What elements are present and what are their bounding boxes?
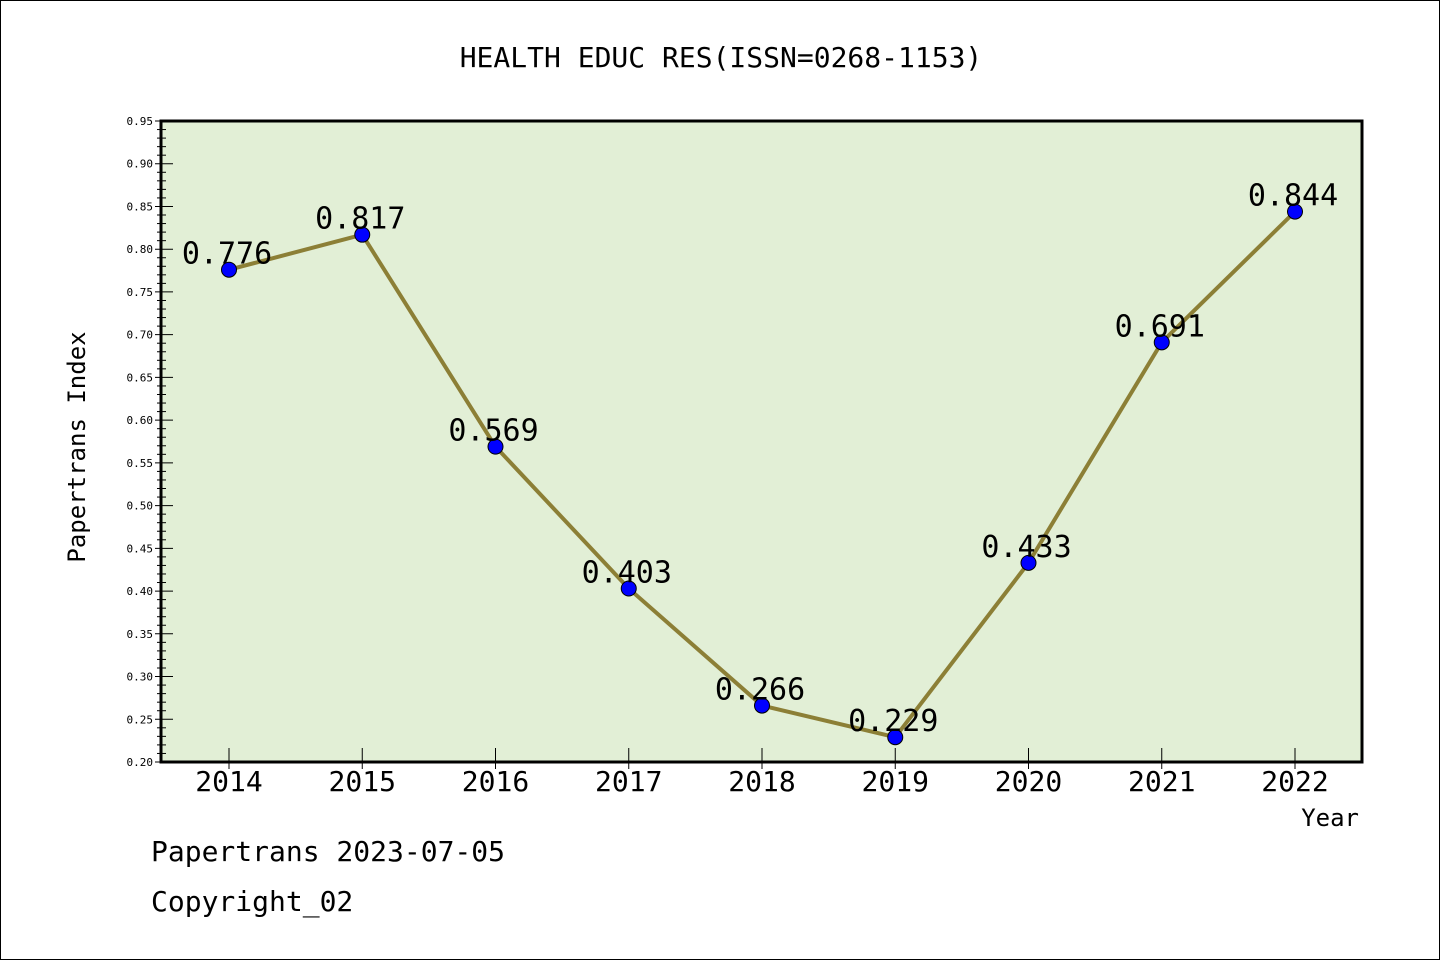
data-point: [1153, 334, 1170, 351]
y-tick-label: 0.80: [127, 243, 154, 256]
data-point: [887, 729, 904, 746]
data-label: 0.433: [981, 530, 1071, 565]
x-axis-label: Year: [1301, 804, 1359, 832]
data-label: 0.403: [582, 556, 672, 591]
data-point: [354, 226, 371, 243]
data-label: 0.691: [1115, 309, 1205, 344]
x-tick-label: 2017: [595, 765, 662, 798]
data-point: [620, 580, 637, 597]
data-point: [1287, 203, 1303, 220]
y-tick-label: 0.55: [127, 457, 154, 470]
data-labels: 0.776 0.817 0.569 0.403 0.266 0.229 0.433 0.691…: [182, 179, 1338, 740]
y-tick-label: 0.75: [127, 286, 154, 299]
y-tick-label: 0.20: [127, 756, 154, 769]
data-point: [487, 438, 504, 455]
x-tick-label: 2021: [1128, 765, 1195, 798]
x-tick-label: 2016: [462, 765, 529, 798]
y-tick-label: 0.95: [127, 115, 154, 128]
footer-copyright: Copyright_02: [151, 885, 354, 918]
x-tick-label: 2020: [995, 765, 1062, 798]
y-axis: 0.20 0.25 0.30 0.35 0.40 0.45 0.50 0.55 0.60 0.65…: [127, 115, 173, 769]
chart-title: HEALTH EDUC RES(ISSN=0268-1153): [460, 41, 983, 74]
y-tick-label: 0.40: [127, 585, 154, 598]
x-tick-label: 2022: [1261, 765, 1328, 798]
x-tick-label: 2018: [728, 765, 795, 798]
y-tick-label: 0.50: [127, 500, 154, 513]
data-markers: [221, 203, 1303, 746]
y-tick-label: 0.90: [127, 158, 154, 171]
data-label: 0.844: [1248, 179, 1338, 214]
data-label: 0.266: [715, 673, 805, 708]
x-tick-label: 2015: [329, 765, 396, 798]
x-tick-label: 2019: [862, 765, 929, 798]
y-axis-label: Papertrans Index: [63, 331, 91, 562]
data-point: [1020, 554, 1037, 571]
x-axis: 2014 2015 2016 2017 2018 2019 2020 2021 2022: [195, 748, 1329, 798]
data-label: 0.817: [315, 202, 405, 237]
data-point: [221, 261, 237, 278]
y-tick-label: 0.25: [127, 713, 154, 726]
footer-date: Papertrans 2023-07-05: [151, 835, 506, 868]
y-tick-label: 0.70: [127, 329, 154, 342]
data-label: 0.229: [848, 704, 938, 739]
y-tick-label: 0.85: [127, 200, 154, 213]
data-label: 0.569: [448, 414, 538, 449]
y-tick-label: 0.45: [127, 542, 154, 555]
x-tick-label: 2014: [195, 765, 262, 798]
y-tick-label: 0.35: [127, 628, 154, 641]
y-tick-label: 0.60: [127, 414, 154, 427]
data-point: [754, 697, 770, 714]
data-label: 0.776: [182, 237, 272, 272]
y-tick-label: 0.65: [127, 371, 154, 384]
y-tick-label: 0.30: [127, 671, 154, 684]
